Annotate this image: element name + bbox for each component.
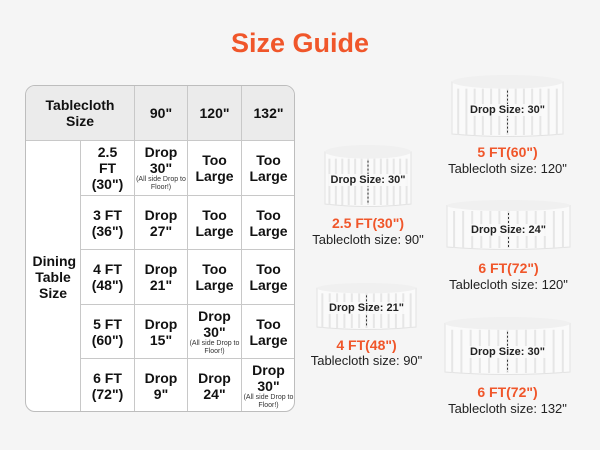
row-header: 2.5 FT (30") bbox=[81, 141, 135, 196]
table-cell: Too Large bbox=[242, 250, 294, 305]
cell-note: (All side Drop to Floor!) bbox=[189, 339, 240, 355]
table-cell: Too Large bbox=[242, 196, 294, 250]
row-header: 4 FT (48") bbox=[81, 250, 135, 305]
table-cell: Too Large bbox=[242, 141, 294, 196]
cell-text: Drop 21" bbox=[144, 261, 178, 293]
cell-text: Too Large bbox=[249, 206, 288, 239]
column-header: 120" bbox=[188, 86, 242, 141]
page-title: Size Guide bbox=[230, 28, 370, 58]
cell-text: 3 FT (36") bbox=[91, 206, 124, 239]
cell-text: 2.5 FT (30") bbox=[91, 144, 124, 192]
table-cell: Drop 21" bbox=[135, 250, 188, 305]
cell-text: 120" bbox=[199, 105, 230, 121]
table-size-label: 4 FT(48") bbox=[336, 337, 397, 353]
cell-text: 5 FT (60") bbox=[91, 315, 124, 348]
cell-text: Too Large bbox=[249, 261, 288, 293]
table-size-label: 6 FT(72") bbox=[478, 260, 539, 276]
cell-text: Too Large bbox=[195, 261, 234, 293]
column-header: 90" bbox=[135, 86, 188, 141]
table-cell: Drop 30" (All side Drop to Floor!) bbox=[242, 359, 294, 411]
table-cell: Too Large bbox=[242, 305, 294, 359]
header-corner: Tablecloth Size bbox=[26, 86, 135, 141]
table-cell: Drop 15" bbox=[135, 305, 188, 359]
cell-text: Drop 30" bbox=[198, 307, 231, 340]
cell-text: 6 FT (72") bbox=[91, 369, 124, 402]
cell-text: Too Large bbox=[249, 152, 288, 184]
cell-text: 4 FT (48") bbox=[91, 261, 124, 293]
row-header: 3 FT (36") bbox=[81, 196, 135, 250]
row-group-label: Dining Table Size bbox=[26, 141, 81, 411]
table-cell: Drop 30" (All side Drop to Floor!) bbox=[188, 305, 242, 359]
cell-text: Too Large bbox=[249, 315, 288, 348]
table-size-label: 2.5 FT(30") bbox=[332, 215, 404, 231]
table-size-label: 6 FT(72") bbox=[477, 384, 538, 400]
table-cell: Too Large bbox=[188, 196, 242, 250]
cell-text: Too Large bbox=[195, 206, 234, 239]
table-cell: Drop 27" bbox=[135, 196, 188, 250]
cell-text: Too Large bbox=[195, 152, 234, 184]
cell-note: (All side Drop to Floor!) bbox=[136, 176, 186, 191]
column-header: 132" bbox=[242, 86, 294, 141]
drop-size-label: Drop Size: 24" bbox=[469, 224, 548, 236]
table-cell: Too Large bbox=[188, 250, 242, 305]
cell-text: Drop 27" bbox=[144, 206, 178, 239]
cell-text: 90" bbox=[149, 105, 173, 121]
cell-text: 132" bbox=[253, 105, 284, 121]
row-header: 6 FT (72") bbox=[81, 359, 135, 411]
row-header: 5 FT (60") bbox=[81, 305, 135, 359]
drop-size-label: Drop Size: 30" bbox=[468, 346, 547, 358]
table-cell: Drop 24" bbox=[188, 359, 242, 411]
cell-text: Drop 15" bbox=[144, 315, 178, 348]
tablecloth-size-label: Tablecloth size: 90" bbox=[312, 232, 424, 247]
cell-note: (All side Drop to Floor!) bbox=[243, 393, 294, 409]
table-cell: Drop 30" (All side Drop to Floor!) bbox=[135, 141, 188, 196]
cell-text: Tablecloth Size bbox=[45, 97, 115, 129]
tablecloth-size-label: Tablecloth size: 120" bbox=[449, 277, 568, 292]
tablecloth-size-label: Tablecloth size: 120" bbox=[448, 161, 567, 176]
cell-text: Drop 24" bbox=[198, 369, 231, 402]
drop-size-label: Drop Size: 30" bbox=[328, 174, 408, 186]
tablecloth-size-label: Tablecloth size: 90" bbox=[310, 353, 423, 368]
tablecloth-size-label: Tablecloth size: 132" bbox=[448, 401, 567, 416]
table-cell: Drop 9" bbox=[135, 359, 188, 411]
drop-size-label: Drop Size: 21" bbox=[327, 302, 406, 314]
drop-size-label: Drop Size: 30" bbox=[468, 104, 547, 116]
table-cell: Too Large bbox=[188, 141, 242, 196]
cell-text: Drop 9" bbox=[144, 369, 178, 402]
cell-text: Dining Table Size bbox=[32, 252, 77, 301]
cell-text: Drop 30" bbox=[144, 144, 178, 176]
size-table: Tablecloth Size 90" 120" 132" Dining Table S… bbox=[25, 85, 295, 412]
table-size-label: 5 FT(60") bbox=[477, 144, 538, 160]
cell-text: Drop 30" bbox=[252, 361, 285, 394]
